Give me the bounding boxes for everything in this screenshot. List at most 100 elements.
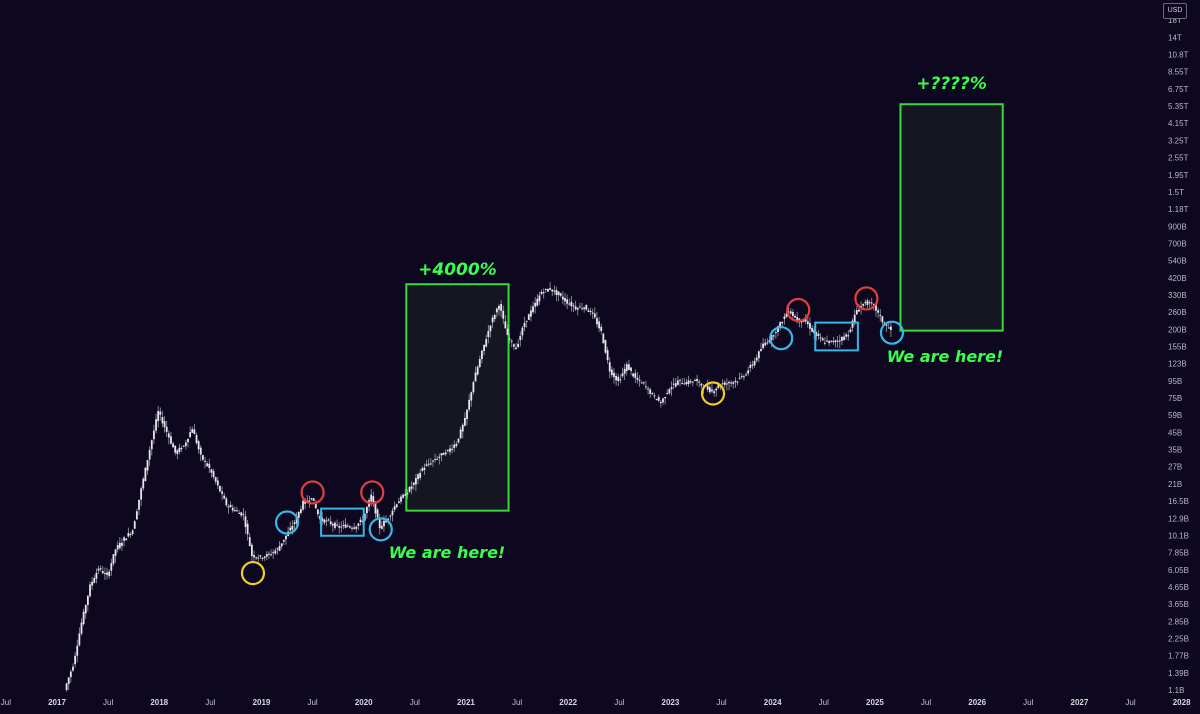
annotation-labels: +4000% We are here! +????% We are here! [389,74,1003,562]
candle-body [685,382,688,385]
y-tick-label: 10.1B [1168,531,1189,540]
candle-body [519,336,522,341]
candle-body [291,525,294,530]
candle-body [485,339,488,347]
y-tick-label: 27B [1168,463,1182,472]
candle-body [772,335,775,337]
candle-body [210,469,213,473]
candle-body [794,315,796,318]
y-tick-label: 540B [1168,257,1187,266]
candle-body [233,510,236,512]
candle-body [551,289,554,292]
candle-body [344,524,347,528]
candle-body [657,396,660,401]
candle-body [885,324,888,326]
candle-body [789,311,792,314]
candle-body [864,302,867,304]
candle-body [123,537,125,541]
candle-body [78,633,81,646]
candle-body [606,350,609,361]
candle-body [487,331,490,338]
candle-body [638,379,641,381]
candle-body [319,515,321,520]
candle-body [397,501,400,504]
candle-body [668,389,671,394]
candle-body [608,362,611,372]
candle-body [734,380,737,383]
candle-body [417,474,419,480]
x-tick-label: 2024 [764,698,782,707]
retest-circle [368,517,393,542]
candle-body [823,342,826,344]
top-circle [360,480,385,505]
candle-body [572,305,575,307]
x-tick-label: Jul [819,698,829,707]
candle-body [415,478,417,485]
candle-body [434,458,436,460]
candle-body [813,329,816,334]
candle-body [268,553,270,555]
candle-body [312,498,315,501]
y-tick-label: 75B [1168,394,1182,403]
candle-body [530,310,532,317]
y-tick-label: 4.15T [1168,119,1189,128]
candle-body [745,374,747,376]
candle-body [800,321,803,323]
candle-body [167,433,170,438]
candle-body [451,448,454,450]
candle-body [187,438,189,443]
candle-body [423,467,426,470]
candle-body [336,524,338,526]
candle-body [172,443,174,448]
y-tick-label: 45B [1168,428,1182,437]
candle-body [591,312,594,314]
candle-body [461,424,464,432]
x-tick-label: Jul [716,698,726,707]
candle-body [676,380,679,385]
candle-body [645,386,647,388]
candle-body [189,432,192,438]
candle-body [334,522,336,528]
candle-body [408,487,411,492]
candle-body [219,485,221,492]
candle-body [227,506,230,508]
candle-body [391,510,394,516]
candle-body [481,350,483,360]
candle-body [766,342,769,344]
candle-body [836,340,839,342]
y-tick-label: 1.5T [1168,188,1184,197]
candle-body [97,568,100,571]
annotation-label: We are here! [389,543,505,562]
candle-body [596,318,598,325]
candle-body [521,327,524,336]
candle-body [323,519,326,523]
candle-body [261,557,264,559]
y-tick-label: 123B [1168,360,1187,369]
candle-body [604,340,607,353]
projection-boxes [405,103,1004,512]
x-tick-label: Jul [1,698,11,707]
candle-body [512,344,515,347]
candle-body [544,288,547,290]
y-tick-label: 18T [1168,16,1182,25]
candle-body [278,546,281,551]
candle-body [738,377,741,379]
candle-body [847,335,850,337]
top-circle [786,297,811,323]
candle-body [112,554,115,564]
y-tick-label: 1.95T [1168,171,1189,180]
candle-body [583,307,586,310]
candle-body [274,550,277,554]
candle-body [338,525,341,528]
candle-body [310,498,313,500]
x-tick-label: 2021 [457,698,475,707]
markers [240,286,905,586]
candle-body [581,308,583,310]
currency-badge[interactable]: USD [1163,3,1187,19]
candle-body [400,496,402,502]
candle-body [698,381,701,383]
candle-body [711,389,713,392]
candle-body [182,445,185,447]
candle-body [95,572,98,579]
